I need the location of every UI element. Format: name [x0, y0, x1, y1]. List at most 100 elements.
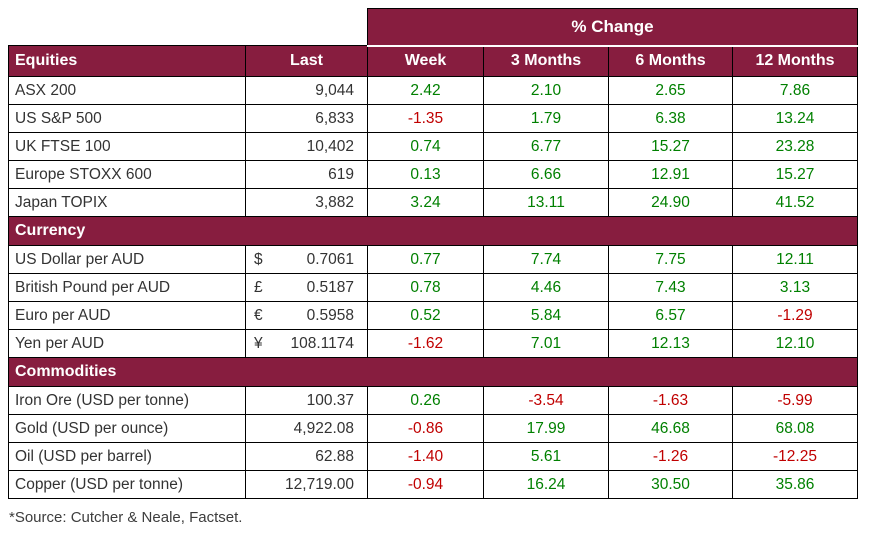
- last-value: 6,833: [315, 109, 354, 127]
- instrument-name-cell: US Dollar per AUD: [8, 245, 246, 274]
- pct-change-cell: 13.11: [483, 188, 609, 217]
- pct-change-cell: 13.24: [732, 104, 858, 133]
- pct-change-cell: 46.68: [608, 414, 733, 443]
- pct-change-cell: 7.01: [483, 329, 609, 358]
- last-value: 0.5187: [306, 278, 354, 296]
- last-value: 0.5958: [306, 306, 354, 324]
- pct-change-cell: 2.10: [483, 76, 609, 105]
- last-value: 619: [328, 165, 354, 183]
- section-header-equities: Equities: [8, 45, 246, 77]
- last-value-cell: €0.5958: [245, 301, 368, 330]
- pct-change-cell: -1.63: [608, 386, 733, 415]
- pct-change-cell: 12.10: [732, 329, 858, 358]
- section-label: Currency: [8, 216, 858, 246]
- pct-change-cell: 12.91: [608, 160, 733, 189]
- market-summary-table: % Change Equities Last Week 3 Months 6 M…: [8, 8, 858, 499]
- pct-change-cell: 24.90: [608, 188, 733, 217]
- section-band-row: Commodities: [8, 357, 858, 387]
- instrument-name-cell: Gold (USD per ounce): [8, 414, 246, 443]
- pct-change-cell: 15.27: [608, 132, 733, 161]
- pct-change-cell: -1.29: [732, 301, 858, 330]
- currency-symbol: €: [254, 306, 263, 324]
- pct-change-cell: 7.86: [732, 76, 858, 105]
- pct-change-cell: 0.74: [367, 132, 484, 161]
- pct-change-cell: 30.50: [608, 470, 733, 499]
- pct-change-cell: -0.94: [367, 470, 484, 499]
- pct-change-cell: 16.24: [483, 470, 609, 499]
- pct-change-cell: -3.54: [483, 386, 609, 415]
- last-value-cell: ¥108.1174: [245, 329, 368, 358]
- table-row: US S&P 500 6,833 -1.35 1.79 6.38 13.24: [8, 104, 858, 133]
- pct-change-cell: -0.86: [367, 414, 484, 443]
- currency-symbol: ¥: [254, 334, 263, 352]
- instrument-name-cell: UK FTSE 100: [8, 132, 246, 161]
- last-value: 12,719.00: [285, 475, 354, 493]
- last-value-cell: 4,922.08: [245, 414, 368, 443]
- source-note: *Source: Cutcher & Neale, Factset.: [9, 509, 243, 526]
- last-value-cell: 3,882: [245, 188, 368, 217]
- pct-change-cell: -1.62: [367, 329, 484, 358]
- col-header-6-months: 6 Months: [608, 45, 733, 77]
- pct-change-cell: 41.52: [732, 188, 858, 217]
- table-row: British Pound per AUD £0.5187 0.78 4.46 7.43…: [8, 273, 858, 302]
- last-value-cell: £0.5187: [245, 273, 368, 302]
- section-label: Commodities: [8, 357, 858, 387]
- last-value: 62.88: [315, 447, 354, 465]
- pct-change-cell: 3.24: [367, 188, 484, 217]
- table-row: ASX 200 9,044 2.42 2.10 2.65 7.86: [8, 76, 858, 105]
- pct-change-cell: 7.75: [608, 245, 733, 274]
- instrument-name-cell: Copper (USD per tonne): [8, 470, 246, 499]
- pct-change-cell: -12.25: [732, 442, 858, 471]
- pct-change-cell: 23.28: [732, 132, 858, 161]
- last-value-cell: 619: [245, 160, 368, 189]
- pct-change-band-row: % Change: [8, 8, 858, 47]
- last-value-cell: 62.88: [245, 442, 368, 471]
- col-header-12-months: 12 Months: [732, 45, 858, 77]
- pct-change-cell: -5.99: [732, 386, 858, 415]
- pct-change-cell: -1.35: [367, 104, 484, 133]
- last-value-cell: 9,044: [245, 76, 368, 105]
- pct-change-cell: 0.13: [367, 160, 484, 189]
- col-header-3-months: 3 Months: [483, 45, 609, 77]
- section-band-row: Currency: [8, 216, 858, 246]
- instrument-name-cell: Oil (USD per barrel): [8, 442, 246, 471]
- instrument-name-cell: Euro per AUD: [8, 301, 246, 330]
- pct-change-cell: 2.65: [608, 76, 733, 105]
- pct-change-header: % Change: [367, 8, 858, 47]
- pct-change-cell: 12.13: [608, 329, 733, 358]
- instrument-name-cell: Iron Ore (USD per tonne): [8, 386, 246, 415]
- currency-symbol: $: [254, 250, 263, 268]
- market-summary-sheet: % Change Equities Last Week 3 Months 6 M…: [8, 8, 865, 526]
- instrument-name-cell: ASX 200: [8, 76, 246, 105]
- pct-change-cell: 35.86: [732, 470, 858, 499]
- table-row: Oil (USD per barrel) 62.88 -1.40 5.61 -1.26-…: [8, 442, 858, 471]
- table-row: US Dollar per AUD $0.7061 0.77 7.74 7.75 12.1…: [8, 245, 858, 274]
- pct-change-cell: 0.77: [367, 245, 484, 274]
- last-value: 108.1174: [290, 334, 355, 352]
- pct-change-cell: 6.38: [608, 104, 733, 133]
- table-row: Gold (USD per ounce) 4,922.08 -0.86 17.99 46…: [8, 414, 858, 443]
- pct-change-cell: 17.99: [483, 414, 609, 443]
- table-row: Europe STOXX 600 619 0.13 6.66 12.91 15.27: [8, 160, 858, 189]
- pct-change-cell: 3.13: [732, 273, 858, 302]
- pct-change-cell: 4.46: [483, 273, 609, 302]
- last-value: 100.37: [306, 391, 354, 409]
- last-value-cell: $0.7061: [245, 245, 368, 274]
- col-header-week: Week: [367, 45, 484, 77]
- last-value-cell: 10,402: [245, 132, 368, 161]
- pct-change-cell: 12.11: [732, 245, 858, 274]
- last-value-cell: 12,719.00: [245, 470, 368, 499]
- last-value: 9,044: [315, 81, 354, 99]
- pct-change-cell: 1.79: [483, 104, 609, 133]
- last-value: 10,402: [306, 137, 354, 155]
- pct-change-cell: 0.78: [367, 273, 484, 302]
- pct-change-cell: 6.57: [608, 301, 733, 330]
- last-value: 3,882: [315, 193, 354, 211]
- pct-change-cell: -1.40: [367, 442, 484, 471]
- instrument-name-cell: Japan TOPIX: [8, 188, 246, 217]
- blank-spacer: [8, 8, 368, 46]
- currency-symbol: £: [254, 278, 263, 296]
- table-row: Yen per AUD ¥108.1174 -1.62 7.01 12.13 12.10: [8, 329, 858, 358]
- instrument-name-cell: US S&P 500: [8, 104, 246, 133]
- pct-change-cell: 0.26: [367, 386, 484, 415]
